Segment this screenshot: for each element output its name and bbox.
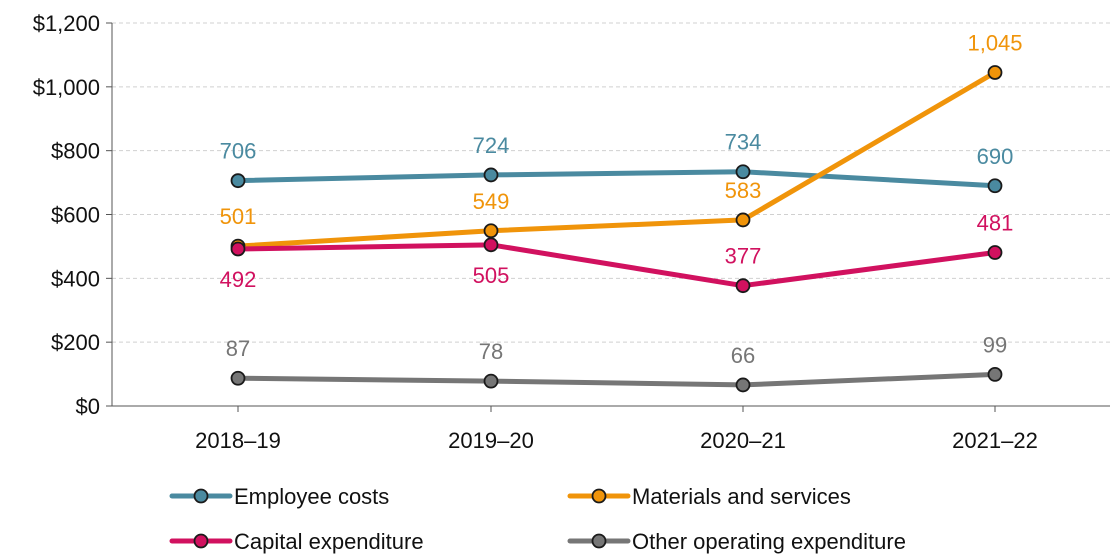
legend-label: Materials and services: [632, 484, 851, 509]
y-tick-label: $200: [51, 330, 100, 355]
y-tick-label: $1,200: [33, 11, 100, 36]
data-point-marker: [735, 212, 751, 228]
series-line: [235, 242, 998, 289]
data-point-marker: [987, 178, 1003, 194]
legend-marker-swatch: [591, 488, 607, 504]
data-point-marker: [483, 373, 499, 389]
legend-item: Capital expenditure: [169, 529, 424, 554]
data-label: 66: [731, 343, 755, 368]
data-point-marker: [483, 167, 499, 183]
data-point-marker: [735, 377, 751, 393]
axes: $0 $200 $400 $600 $800 $1,000 $1,200 2018–19 201…: [33, 11, 1110, 453]
data-point-marker: [230, 241, 246, 257]
data-point-marker: [483, 223, 499, 239]
x-tick-label: 2020–21: [700, 428, 786, 453]
y-tick-label: $400: [51, 266, 100, 291]
data-point-marker: [735, 278, 751, 294]
data-label: 481: [977, 210, 1014, 235]
data-label: 501: [220, 204, 257, 229]
x-tick-label: 2021–22: [952, 428, 1038, 453]
data-point-marker: [735, 164, 751, 180]
legend-item: Other operating expenditure: [567, 529, 906, 554]
data-label: 706: [220, 139, 257, 164]
data-label: 734: [725, 130, 762, 155]
data-label: 505: [473, 263, 510, 288]
data-label: 492: [220, 267, 257, 292]
data-label: 99: [983, 332, 1007, 357]
data-point-marker: [987, 65, 1003, 80]
legend-label: Employee costs: [234, 484, 389, 509]
data-point-marker: [987, 245, 1003, 260]
data-label: 1,045: [967, 30, 1022, 55]
legend-marker-swatch: [193, 533, 209, 549]
data-point-marker: [987, 367, 1003, 382]
legend-marker-swatch: [591, 533, 607, 549]
y-tick-label: $1,000: [33, 75, 100, 100]
data-label: 377: [725, 244, 762, 269]
legend-item: Employee costs: [169, 484, 389, 509]
gridlines: [112, 22, 1110, 343]
legend-marker-swatch: [193, 488, 209, 504]
data-point-marker: [483, 237, 499, 253]
series-lines: [230, 65, 1003, 393]
legend-item: Materials and services: [567, 484, 851, 509]
y-tick-label: $0: [76, 394, 100, 419]
y-tick-label: $800: [51, 139, 100, 164]
y-tick-label: $600: [51, 203, 100, 228]
data-label: 87: [226, 336, 250, 361]
data-label: 549: [473, 189, 510, 214]
data-label: 690: [977, 144, 1014, 169]
data-label: 583: [725, 178, 762, 203]
series-line: [235, 69, 998, 249]
legend-label: Other operating expenditure: [632, 529, 906, 554]
data-labels: 706 724 734 690 501 549 583 1,045 492 505 377 481 87…: [220, 30, 1023, 367]
data-label: 724: [473, 133, 510, 158]
data-label: 78: [479, 339, 503, 364]
x-tick-label: 2018–19: [195, 428, 281, 453]
legend: Employee costs Materials and services Capi…: [169, 484, 906, 554]
data-point-marker: [230, 173, 246, 189]
data-point-marker: [230, 370, 246, 386]
legend-label: Capital expenditure: [234, 529, 424, 554]
series-line: [235, 371, 998, 388]
series-line: [235, 169, 998, 189]
x-tick-label: 2019–20: [448, 428, 534, 453]
